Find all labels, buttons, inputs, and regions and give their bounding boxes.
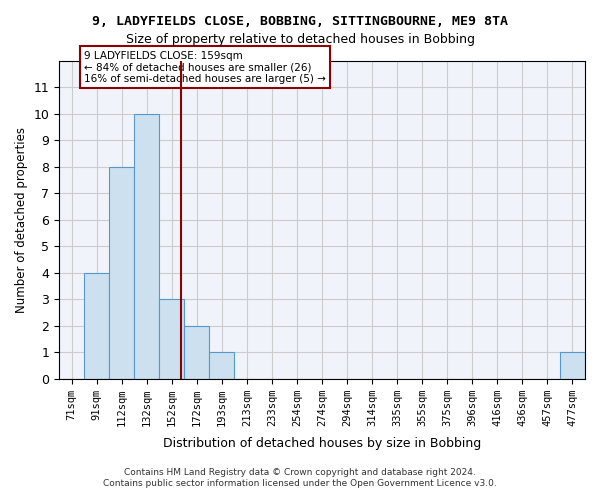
Bar	[209, 352, 235, 378]
Bar	[160, 299, 184, 378]
Text: 9, LADYFIELDS CLOSE, BOBBING, SITTINGBOURNE, ME9 8TA: 9, LADYFIELDS CLOSE, BOBBING, SITTINGBOU…	[92, 15, 508, 28]
Y-axis label: Number of detached properties: Number of detached properties	[15, 126, 28, 312]
Bar	[84, 272, 109, 378]
Bar	[184, 326, 209, 378]
X-axis label: Distribution of detached houses by size in Bobbing: Distribution of detached houses by size …	[163, 437, 481, 450]
Text: Size of property relative to detached houses in Bobbing: Size of property relative to detached ho…	[125, 32, 475, 46]
Bar	[560, 352, 585, 378]
Bar	[109, 166, 134, 378]
Text: Contains HM Land Registry data © Crown copyright and database right 2024.
Contai: Contains HM Land Registry data © Crown c…	[103, 468, 497, 487]
Bar	[134, 114, 160, 378]
Text: 9 LADYFIELDS CLOSE: 159sqm
← 84% of detached houses are smaller (26)
16% of semi: 9 LADYFIELDS CLOSE: 159sqm ← 84% of deta…	[84, 50, 326, 84]
